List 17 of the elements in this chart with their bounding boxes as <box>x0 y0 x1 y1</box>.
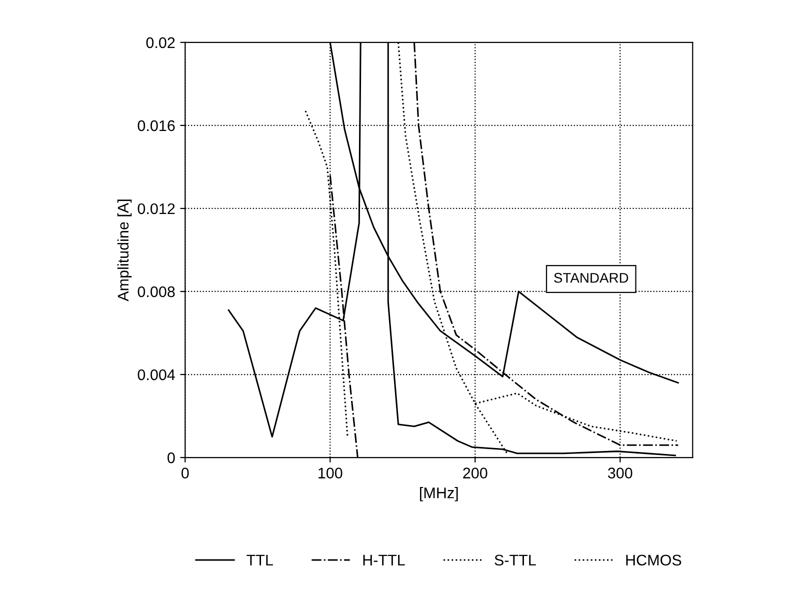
y-tick-label: 0 <box>168 452 175 464</box>
y-tick-label: 0.008 <box>138 286 175 298</box>
annotation: STANDARD <box>554 272 628 283</box>
x-tick-label: 300 <box>608 468 632 478</box>
y-axis-title: Amplitudine [A] <box>117 200 132 302</box>
y-tick-label: 0.02 <box>146 37 175 48</box>
y-tick-label: 0.004 <box>138 369 175 380</box>
x-tick-label: 200 <box>463 468 488 478</box>
x-tick-label: 0 <box>181 468 189 478</box>
legend-label: HCMOS <box>626 554 682 566</box>
x-tick-label: 100 <box>318 468 342 478</box>
y-tick-label: 0.012 <box>138 203 175 214</box>
y-tick-label: 0.016 <box>138 120 175 132</box>
legend-label: TTL <box>246 554 273 566</box>
legend-label: H-TTL <box>363 554 405 566</box>
legend-label: S-TTL <box>494 554 536 566</box>
x-axis-title: [MHz] <box>420 487 458 502</box>
